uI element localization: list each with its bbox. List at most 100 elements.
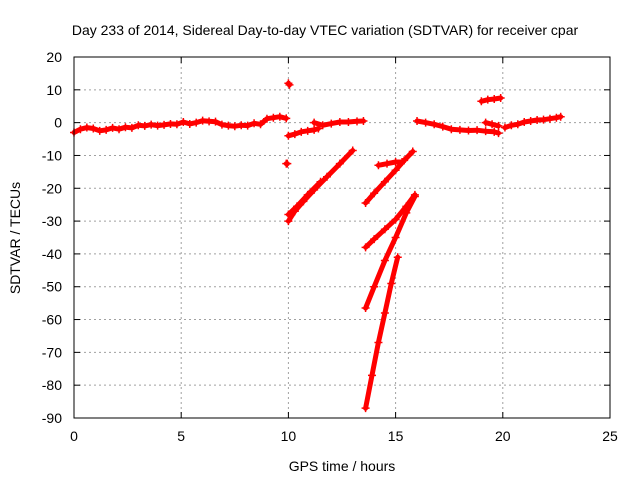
data-point bbox=[494, 129, 503, 138]
data-point bbox=[256, 120, 265, 129]
data-point bbox=[285, 80, 294, 89]
data-point bbox=[211, 117, 220, 126]
data-point bbox=[230, 122, 239, 131]
data-point bbox=[361, 243, 370, 252]
data-point bbox=[380, 225, 389, 234]
data-point bbox=[282, 114, 291, 123]
y-tick-label: -60 bbox=[42, 312, 62, 328]
data-point bbox=[284, 210, 293, 219]
data-point bbox=[185, 119, 194, 128]
data-point bbox=[192, 118, 201, 127]
data-point bbox=[275, 112, 284, 121]
data-trace bbox=[71, 114, 289, 135]
data-point bbox=[310, 118, 319, 127]
data-point bbox=[520, 117, 529, 126]
data-trace bbox=[363, 254, 401, 411]
data-point bbox=[310, 125, 319, 134]
data-point bbox=[361, 404, 370, 413]
y-tick-label: -80 bbox=[42, 377, 62, 393]
data-point bbox=[368, 371, 377, 380]
data-point bbox=[526, 116, 535, 125]
y-tick-label: -10 bbox=[42, 147, 62, 163]
data-point bbox=[370, 282, 379, 291]
data-point bbox=[335, 117, 344, 126]
data-point bbox=[284, 79, 293, 88]
chart-title: Day 233 of 2014, Sidereal Day-to-day VTE… bbox=[72, 22, 579, 38]
data-point bbox=[292, 202, 301, 211]
x-tick-label: 25 bbox=[602, 428, 618, 444]
data-point bbox=[464, 126, 473, 135]
data-point bbox=[430, 120, 439, 129]
y-tick-label: -20 bbox=[42, 180, 62, 196]
x-axis-label: GPS time / hours bbox=[289, 458, 396, 474]
data-point bbox=[243, 121, 252, 130]
data-point bbox=[447, 125, 456, 134]
data-point bbox=[147, 120, 156, 129]
y-tick-label: -30 bbox=[42, 213, 62, 229]
data-point bbox=[473, 126, 482, 135]
data-point bbox=[361, 199, 370, 208]
data-point bbox=[413, 116, 422, 125]
data-point bbox=[408, 147, 417, 156]
data-point bbox=[552, 113, 561, 122]
plot-frame bbox=[73, 56, 611, 419]
data-point bbox=[455, 125, 464, 134]
data-point bbox=[316, 177, 325, 186]
data-point bbox=[374, 338, 383, 347]
x-tick-label: 0 bbox=[70, 428, 78, 444]
data-point bbox=[284, 131, 293, 140]
data-trace bbox=[363, 194, 418, 311]
data-point bbox=[380, 308, 389, 317]
data-point bbox=[488, 120, 497, 129]
grid-lines bbox=[74, 57, 610, 418]
data-point bbox=[380, 256, 389, 265]
data-point bbox=[160, 120, 169, 129]
data-point bbox=[303, 190, 312, 199]
data-point bbox=[318, 121, 327, 130]
data-point bbox=[290, 130, 299, 139]
data-point bbox=[539, 115, 548, 124]
data-point bbox=[262, 114, 271, 123]
data-point bbox=[82, 123, 91, 132]
data-point bbox=[387, 279, 396, 288]
data-point bbox=[348, 146, 357, 155]
y-tick-label: 0 bbox=[54, 115, 62, 131]
data-point bbox=[496, 94, 505, 103]
data-trace bbox=[363, 192, 418, 250]
data-point bbox=[179, 117, 188, 126]
data-point bbox=[393, 253, 402, 262]
data-point bbox=[402, 208, 411, 217]
data-point bbox=[335, 159, 344, 168]
x-tick-label: 10 bbox=[281, 428, 297, 444]
data-series bbox=[70, 79, 565, 413]
data-point bbox=[172, 120, 181, 129]
data-point bbox=[283, 159, 292, 168]
data-point bbox=[490, 95, 499, 104]
data-point bbox=[398, 158, 407, 167]
data-trace bbox=[363, 149, 416, 206]
data-point bbox=[303, 126, 312, 135]
data-point bbox=[500, 123, 509, 132]
data-point bbox=[556, 112, 565, 121]
data-point bbox=[359, 116, 368, 125]
x-tick-label: 15 bbox=[388, 428, 404, 444]
data-point bbox=[140, 121, 149, 130]
y-tick-label: -50 bbox=[42, 279, 62, 295]
y-axis-label: SDTVAR / TECUs bbox=[7, 182, 23, 294]
axis-ticks: 0 5 10 15 20 25 20 10 0 -10 -20 -30 -40 -50 -60 -70 -80 -… bbox=[42, 49, 618, 444]
data-point bbox=[327, 119, 336, 128]
data-point bbox=[370, 235, 379, 244]
data-point bbox=[269, 113, 278, 122]
data-point bbox=[361, 304, 370, 313]
data-point bbox=[95, 126, 104, 135]
data-point bbox=[545, 114, 554, 123]
data-point bbox=[507, 121, 516, 130]
data-point bbox=[108, 123, 117, 132]
y-tick-label: -90 bbox=[42, 410, 62, 426]
x-tick-label: 20 bbox=[495, 428, 511, 444]
data-point bbox=[391, 233, 400, 242]
data-point bbox=[477, 97, 486, 106]
x-tick-label: 5 bbox=[177, 428, 185, 444]
data-point bbox=[380, 177, 389, 186]
